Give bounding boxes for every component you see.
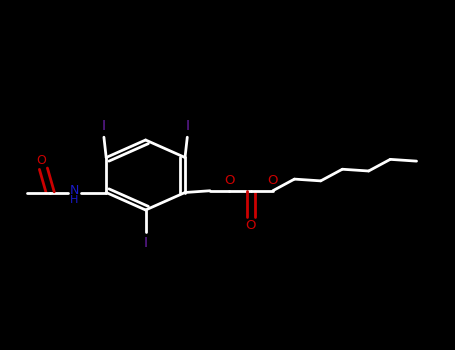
Text: H: H [70, 195, 79, 205]
Text: N: N [70, 184, 79, 197]
Text: O: O [224, 174, 234, 187]
Text: I: I [185, 119, 189, 133]
Text: I: I [102, 119, 106, 133]
Text: O: O [36, 154, 46, 168]
Text: O: O [246, 218, 256, 232]
Text: O: O [268, 174, 278, 187]
Text: I: I [144, 236, 147, 250]
